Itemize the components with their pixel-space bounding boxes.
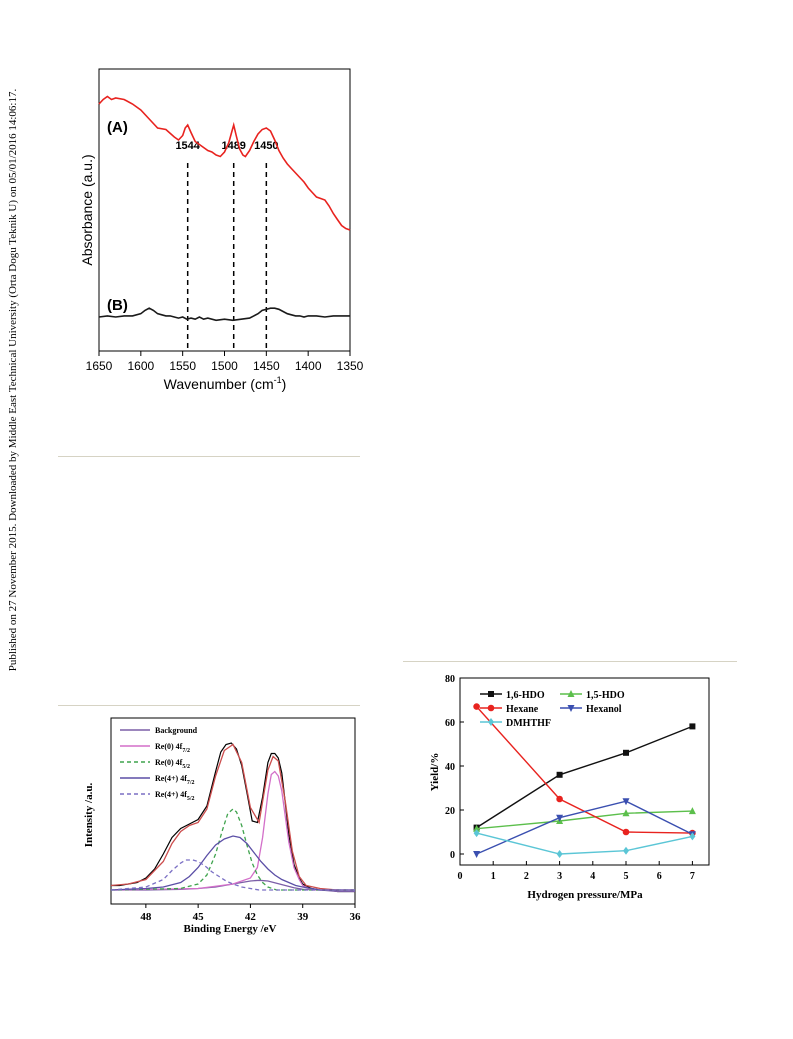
ir-plot-frame <box>98 68 351 352</box>
xps-series-line <box>110 859 355 891</box>
xps-legend-label: Re(0) 4f5/2 <box>155 758 190 770</box>
yield-point <box>473 851 481 858</box>
yield-point <box>567 690 575 697</box>
yield-y-tick-label: 60 <box>445 718 455 729</box>
yield-x-tick-label: 6 <box>657 871 662 882</box>
divider-right <box>403 661 737 662</box>
yield-y-tick-label: 40 <box>445 762 455 773</box>
ir-series-a-line <box>98 95 351 231</box>
yield-point <box>622 809 630 817</box>
ir-y-axis-label: Absorbance (a.u.) <box>79 154 95 265</box>
yield-legend-label: Hexane <box>506 704 539 715</box>
divider-top-left <box>58 456 360 457</box>
yield-point <box>556 771 563 778</box>
publication-note-text: Published on 27 November 2015. Downloade… <box>7 88 19 672</box>
xps-y-axis-label: Intensity /a.u. <box>83 783 95 848</box>
yield-x-tick-label: 7 <box>690 871 695 882</box>
yield-y-tick-label: 0 <box>450 850 455 861</box>
xps-x-axis-label: Binding Energy /eV <box>184 923 277 935</box>
xps-legend-label: Re(4+) 4f7/2 <box>155 774 195 786</box>
ir-x-tick-label: 1350 <box>337 359 364 373</box>
ir-series-b-line <box>98 307 350 322</box>
yield-point <box>689 723 696 730</box>
xps-x-tick-label: 45 <box>193 911 205 923</box>
yield-series-line <box>476 800 693 855</box>
yield-point <box>488 718 494 726</box>
xps-legend: Background Re(0) 4f7/2 Re(0) 4f5/2 Re(4+) 4… <box>120 726 198 802</box>
yield-point <box>623 749 629 756</box>
yield-x-tick-label: 2 <box>524 871 529 882</box>
xps-series-line <box>110 808 355 891</box>
yield-point <box>487 704 495 712</box>
yield-point <box>488 691 494 697</box>
yield-point <box>556 814 564 822</box>
yield-x-tick-label: 4 <box>590 871 595 882</box>
xps-x-tick-label: 48 <box>140 911 152 923</box>
yield-x-tick-label: 3 <box>557 871 562 882</box>
ir-peak-label: 1544 <box>175 140 200 152</box>
yield-series-line <box>476 810 693 830</box>
yield-series-line <box>476 832 693 855</box>
xps-x-tick-label: 36 <box>350 911 362 923</box>
yield-point <box>556 850 563 858</box>
yield-figure: 0 1 2 3 4 5 6 7 0 20 40 60 80 1,6-HDO 1,5-HDO Hexane He… <box>429 674 710 901</box>
yield-legend-label: Hexanol <box>586 704 622 715</box>
xps-series-line <box>110 743 355 891</box>
ir-x-tick-label: 1600 <box>127 359 154 373</box>
yield-plot-frame <box>459 677 710 866</box>
yield-series-line <box>476 706 693 834</box>
ir-peak-label: 1450 <box>254 140 278 152</box>
yield-x-tick-label: 5 <box>624 871 629 882</box>
yield-point <box>556 795 563 803</box>
xps-figure: 48 45 42 39 36 Background Re(0) 4f7/2 Re(0) 4f… <box>83 717 362 935</box>
yield-point <box>567 705 575 712</box>
ir-series-b-label: (B) <box>107 297 128 314</box>
yield-point <box>689 832 696 841</box>
publication-note: Published on 27 November 2015. Downloade… <box>6 89 20 672</box>
yield-x-axis-label: Hydrogen pressure/MPa <box>527 889 643 901</box>
ir-x-axis-label: Wavenumber (cm-1) <box>164 375 287 392</box>
xps-x-tick-label: 42 <box>245 911 257 923</box>
xps-series-line <box>110 835 355 891</box>
xps-plot-frame <box>110 717 356 905</box>
yield-point <box>622 798 630 806</box>
xps-legend-label: Background <box>155 726 198 735</box>
xps-legend-label: Re(4+) 4f5/2 <box>155 790 195 802</box>
ir-x-tick-label: 1450 <box>253 359 280 373</box>
yield-point <box>473 824 481 832</box>
ir-x-tick-label: 1650 <box>86 359 113 373</box>
yield-point <box>688 807 696 815</box>
yield-y-axis-label: Yield/% <box>429 753 441 792</box>
yield-x-tick-label: 0 <box>458 871 463 882</box>
yield-y-tick-label: 80 <box>445 674 455 685</box>
yield-legend: 1,6-HDO 1,5-HDO Hexane Hexanol DMHTHF <box>480 690 625 729</box>
ir-x-tick-label: 1400 <box>295 359 322 373</box>
xps-legend-label: Re(0) 4f7/2 <box>155 742 190 754</box>
yield-x-tick-label: 1 <box>491 871 496 882</box>
yield-legend-label: DMHTHF <box>506 718 551 729</box>
ir-x-tick-label: 1550 <box>169 359 196 373</box>
yield-point <box>622 828 630 836</box>
xps-series-line <box>110 770 355 891</box>
yield-legend-label: 1,5-HDO <box>586 690 625 701</box>
yield-legend-label: 1,6-HDO <box>506 690 545 701</box>
divider-bottom-left <box>58 705 360 706</box>
xps-x-tick-label: 39 <box>297 911 309 923</box>
yield-y-tick-label: 20 <box>445 806 455 817</box>
yield-series-line <box>476 725 693 829</box>
yield-point <box>473 703 480 710</box>
yield-point <box>473 829 480 838</box>
ir-x-tick-label: 1500 <box>211 359 238 373</box>
xps-series-line <box>111 742 355 893</box>
yield-point <box>623 846 629 855</box>
ir-series-a-label: (A) <box>107 119 128 136</box>
